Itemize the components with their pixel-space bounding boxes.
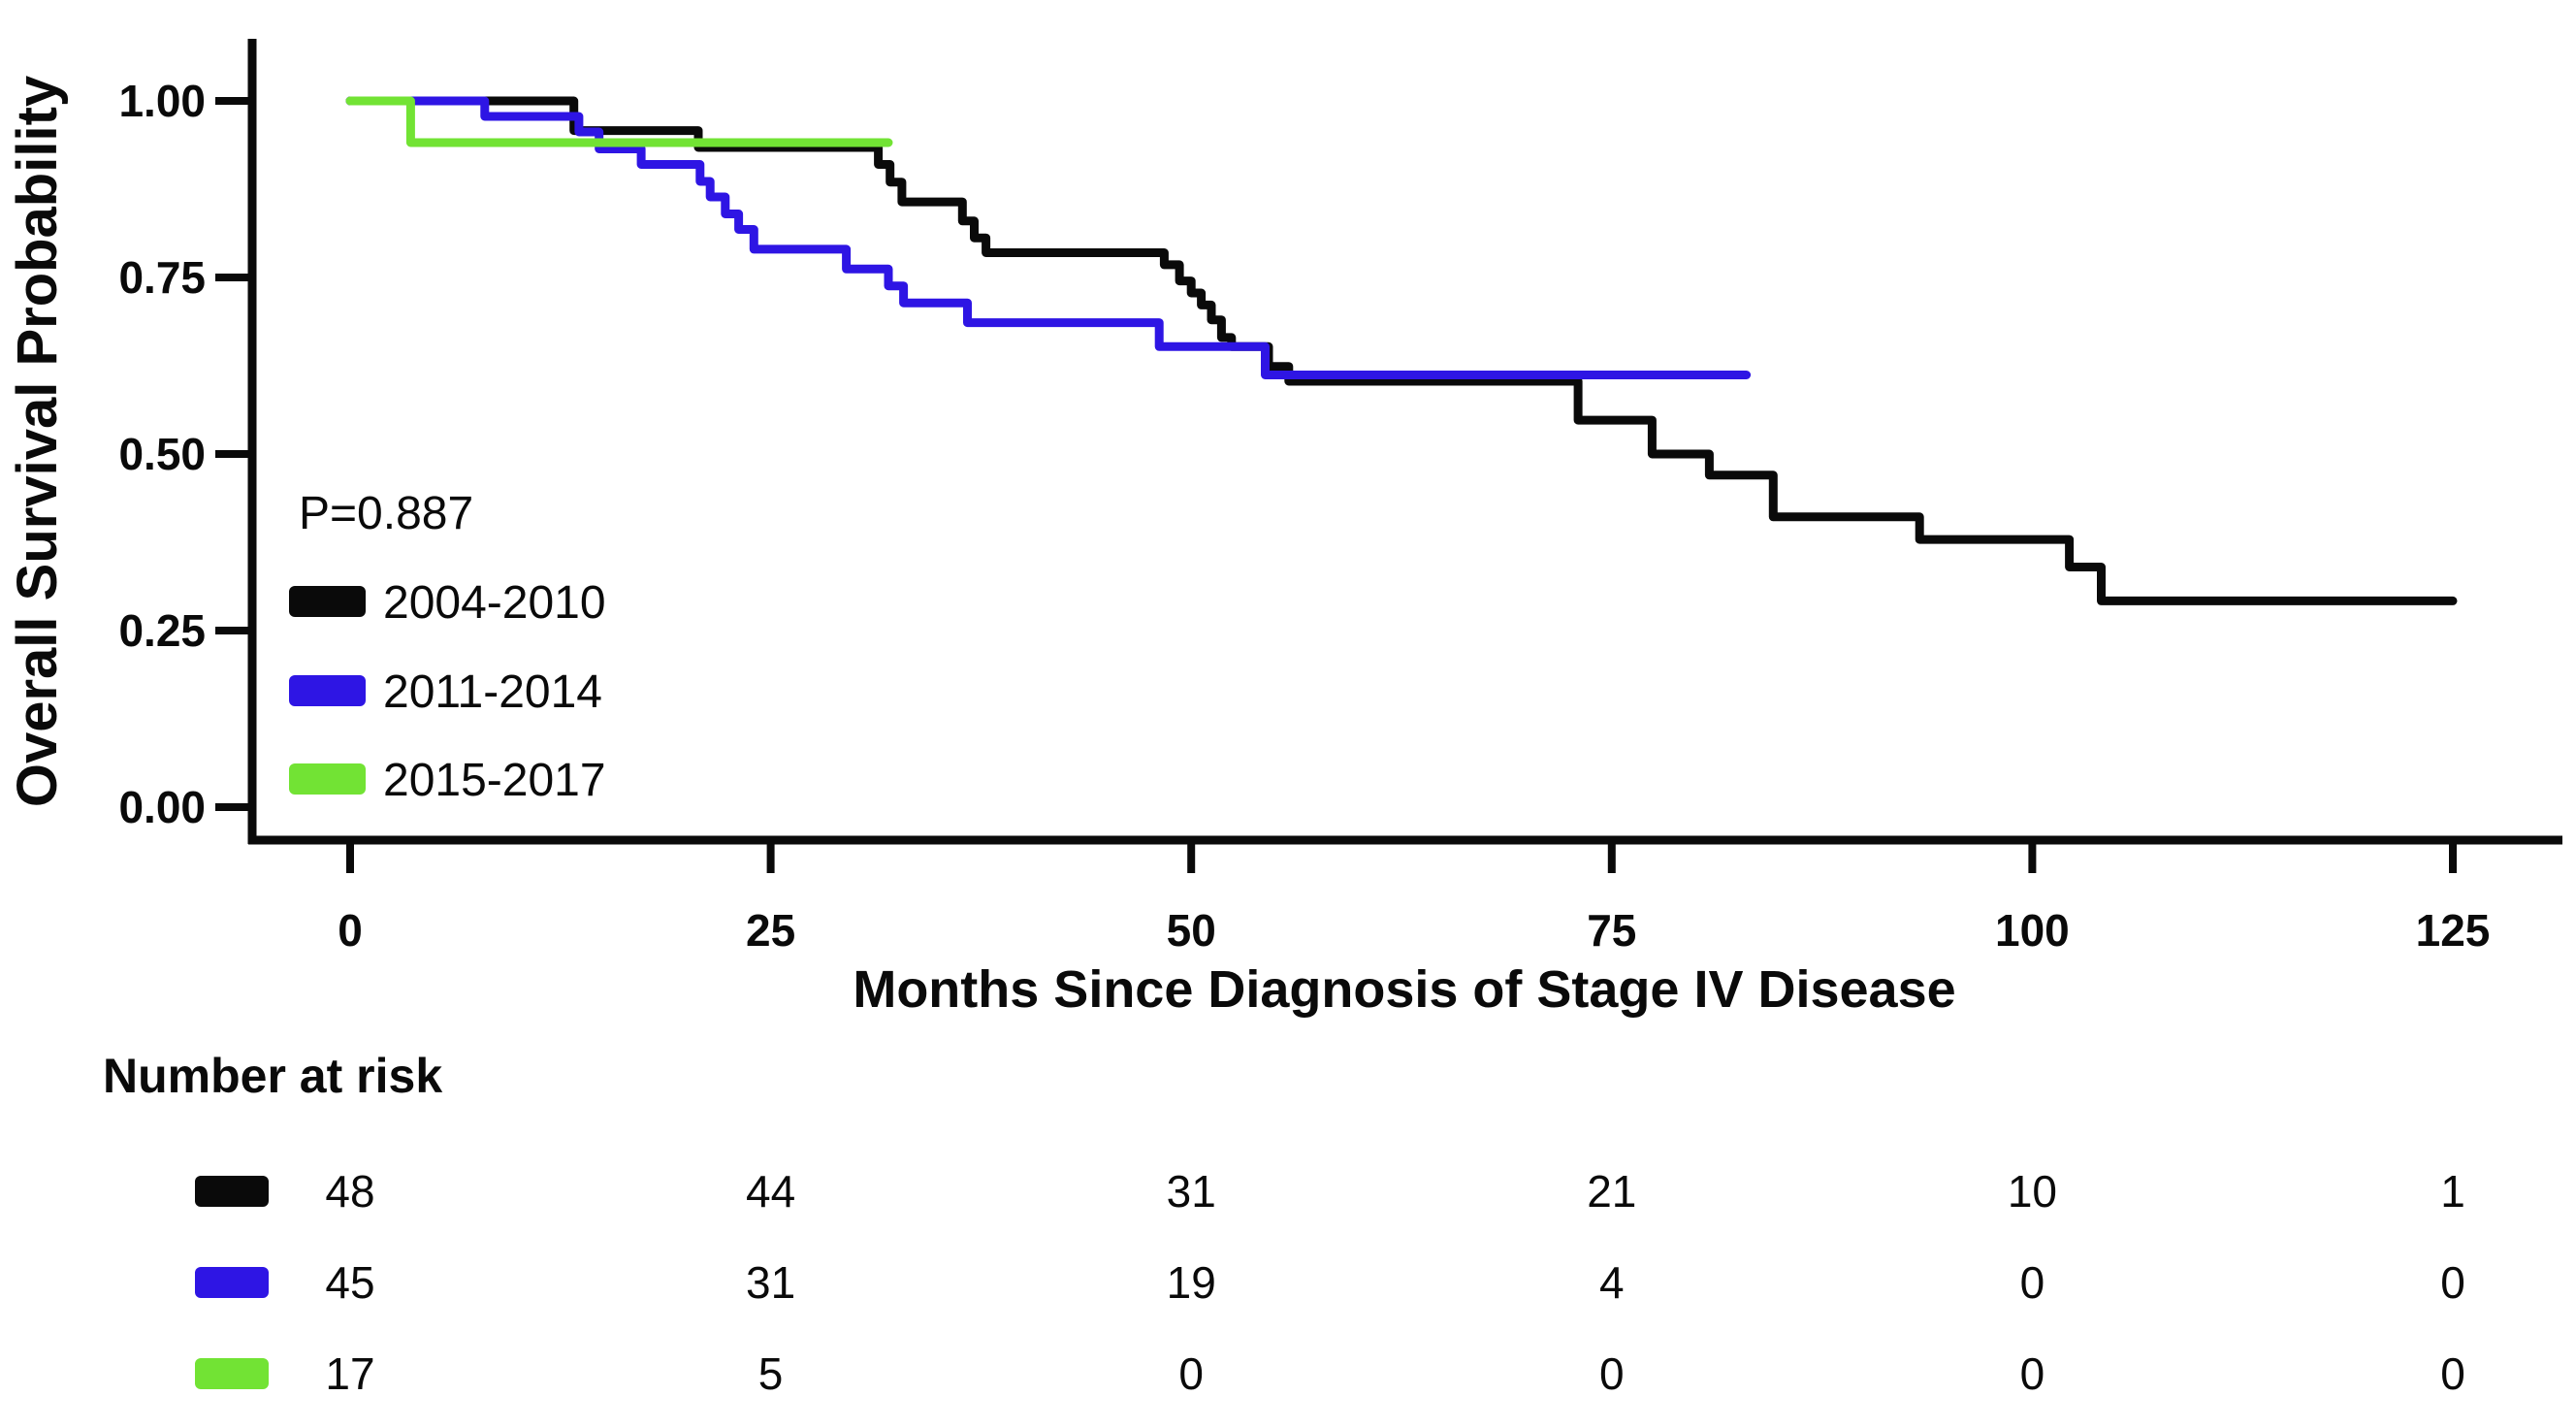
legend-swatch-2011-2014: [289, 675, 366, 706]
risk-count-2004-2010: 31: [1167, 1166, 1216, 1217]
x-tick-label: 0: [338, 905, 363, 956]
y-tick-label: 1.00: [118, 76, 206, 126]
legend-label-2011-2014: 2011-2014: [383, 666, 602, 718]
series-path-2011-2014: [345, 96, 1752, 379]
risk-count-2004-2010: 21: [1587, 1166, 1636, 1217]
risk-count-2004-2010: 10: [2008, 1166, 2057, 1217]
risk-count-2011-2014: 4: [1599, 1257, 1625, 1308]
risk-count-2011-2014: 31: [746, 1257, 795, 1308]
x-tick-label: 100: [1995, 905, 2070, 956]
risk-count-2015-2017: 5: [758, 1348, 784, 1399]
risk-swatch-2015-2017: [195, 1358, 269, 1389]
risk-count-2015-2017: 0: [1599, 1348, 1625, 1399]
y-tick-label: 0.25: [118, 605, 206, 656]
legend-label-2015-2017: 2015-2017: [383, 755, 606, 806]
y-axis-title: Overall Survival Probability: [6, 76, 69, 807]
x-tick-label: 125: [2416, 905, 2491, 956]
legend-swatch-2015-2017: [289, 763, 366, 795]
risk-count-2011-2014: 0: [2020, 1257, 2045, 1308]
series-path-2015-2017: [345, 96, 893, 147]
risk-swatch-2004-2010: [195, 1176, 269, 1207]
y-tick-label: 0.50: [118, 429, 206, 479]
x-tick-label: 50: [1167, 905, 1216, 956]
risk-table-title: Number at risk: [103, 1049, 442, 1103]
risk-count-2015-2017: 17: [325, 1348, 374, 1399]
risk-count-2004-2010: 1: [2440, 1166, 2465, 1217]
x-tick-label: 75: [1587, 905, 1636, 956]
risk-count-2011-2014: 0: [2440, 1257, 2465, 1308]
risk-count-2004-2010: 48: [325, 1166, 374, 1217]
risk-count-2004-2010: 44: [746, 1166, 795, 1217]
x-axis-title: Months Since Diagnosis of Stage IV Disea…: [853, 960, 1955, 1019]
x-tick-label: 25: [746, 905, 795, 956]
risk-count-2015-2017: 0: [2020, 1348, 2045, 1399]
risk-count-2011-2014: 45: [325, 1257, 374, 1308]
p-value-label: P=0.887: [299, 488, 473, 539]
risk-count-2015-2017: 0: [2440, 1348, 2465, 1399]
risk-swatch-2011-2014: [195, 1267, 269, 1298]
risk-count-2011-2014: 19: [1167, 1257, 1216, 1308]
y-tick-label: 0.00: [118, 782, 206, 832]
y-tick-label: 0.75: [118, 252, 206, 303]
risk-count-2015-2017: 0: [1178, 1348, 1204, 1399]
legend-label-2004-2010: 2004-2010: [383, 577, 606, 629]
legend-swatch-2004-2010: [289, 586, 366, 617]
series-path-2004-2010: [345, 96, 2458, 605]
